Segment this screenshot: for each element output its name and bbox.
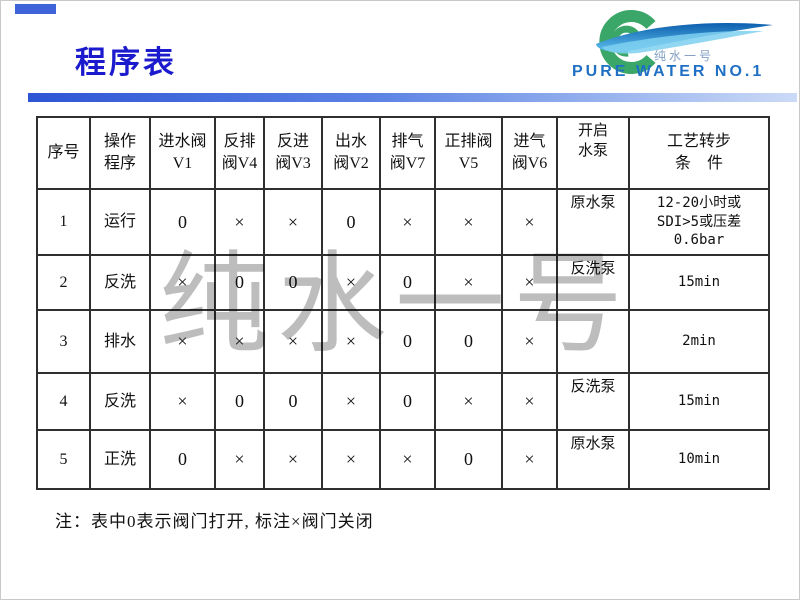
valve-state-cell: × — [321, 429, 381, 490]
header-cell: 开启 水泵 — [556, 116, 630, 190]
valve-state-cell: × — [149, 309, 216, 374]
valve-state-cell: 0 — [263, 254, 323, 311]
condition-cell: 15min — [628, 372, 770, 431]
valve-state-cell: × — [501, 188, 558, 256]
company-logo: 纯水一号 PURE WATER NO.1 — [566, 6, 796, 88]
valve-state-cell: × — [214, 309, 265, 374]
valve-state-cell: 0 — [379, 254, 436, 311]
valve-state-cell: × — [321, 309, 381, 374]
valve-state-cell: × — [149, 254, 216, 311]
table-cell: 5 — [36, 429, 91, 490]
table-cell: 运行 — [89, 188, 151, 256]
table-cell: 3 — [36, 309, 91, 374]
header-cell: 反排 阀V4 — [214, 116, 265, 190]
logo-graphic — [596, 10, 773, 74]
valve-state-cell: × — [434, 254, 503, 311]
header-cell: 序号 — [36, 116, 91, 190]
table-row: 2 反洗 × 0 0 × 0 × × 反洗泵 15min — [36, 254, 770, 311]
valve-state-cell: 0 — [149, 429, 216, 490]
pump-cell: 原水泵 — [556, 188, 630, 256]
pump-cell: 反洗泵 — [556, 254, 630, 311]
program-table: 序号 操作 程序 进水阀 V1 反排 阀V4 反进 阀V3 出水 阀V2 排气 阀V7 正排阀… — [36, 116, 770, 490]
valve-state-cell: × — [214, 188, 265, 256]
valve-state-cell: 0 — [321, 188, 381, 256]
condition-cell: 2min — [628, 309, 770, 374]
pump-cell: 原水泵 — [556, 429, 630, 490]
valve-state-cell: 0 — [379, 372, 436, 431]
condition-cell: 12-20小时或 SDI>5或压差 0.6bar — [628, 188, 770, 256]
valve-state-cell: × — [149, 372, 216, 431]
table-row: 1 运行 0 × × 0 × × × 原水泵 12-20小时或 SDI>5或压差 0.6bar — [36, 188, 770, 256]
valve-state-cell: × — [501, 254, 558, 311]
table-cell: 反洗 — [89, 254, 151, 311]
logo-brand-cn: 纯水一号 — [654, 49, 715, 63]
pump-cell: 反洗泵 — [556, 372, 630, 431]
title-underline-bar — [28, 93, 797, 102]
valve-state-cell: 0 — [434, 309, 503, 374]
table-row: 5 正洗 0 × × × × 0 × 原水泵 10min — [36, 429, 770, 490]
condition-cell: 15min — [628, 254, 770, 311]
valve-state-cell: × — [379, 429, 436, 490]
pump-cell — [556, 309, 630, 374]
valve-state-cell: 0 — [434, 429, 503, 490]
valve-state-cell: × — [321, 372, 381, 431]
page-title: 程序表 — [75, 45, 177, 80]
header-cell: 排气 阀V7 — [379, 116, 436, 190]
table-cell: 正洗 — [89, 429, 151, 490]
table-cell: 反洗 — [89, 372, 151, 431]
header-cell: 进水阀 V1 — [149, 116, 216, 190]
header-cell: 反进 阀V3 — [263, 116, 323, 190]
valve-state-cell: × — [263, 188, 323, 256]
table-cell: 4 — [36, 372, 91, 431]
header-cell: 工艺转步 条 件 — [628, 116, 770, 190]
footnote: 注：表中0表示阀门打开, 标注×阀门关闭 — [55, 512, 374, 531]
header-cell: 正排阀 V5 — [434, 116, 503, 190]
table-row: 3 排水 × × × × 0 0 × 2min — [36, 309, 770, 374]
table-cell: 排水 — [89, 309, 151, 374]
condition-cell: 10min — [628, 429, 770, 490]
header-cell: 进气 阀V6 — [501, 116, 558, 190]
valve-state-cell: × — [501, 372, 558, 431]
valve-state-cell: 0 — [214, 372, 265, 431]
table-row: 4 反洗 × 0 0 × 0 × × 反洗泵 15min — [36, 372, 770, 431]
valve-state-cell: × — [379, 188, 436, 256]
header-cell: 操作 程序 — [89, 116, 151, 190]
valve-state-cell: 0 — [149, 188, 216, 256]
valve-state-cell: 0 — [214, 254, 265, 311]
valve-state-cell: 0 — [379, 309, 436, 374]
header-cell: 出水 阀V2 — [321, 116, 381, 190]
table-cell: 1 — [36, 188, 91, 256]
top-left-accent-bar — [15, 4, 56, 14]
logo-wave-icon — [596, 23, 773, 54]
table-cell: 2 — [36, 254, 91, 311]
valve-state-cell: × — [263, 309, 323, 374]
valve-state-cell: × — [501, 309, 558, 374]
valve-state-cell: × — [321, 254, 381, 311]
valve-state-cell: × — [214, 429, 265, 490]
valve-state-cell: × — [434, 372, 503, 431]
valve-state-cell: 0 — [263, 372, 323, 431]
table-header-row: 序号 操作 程序 进水阀 V1 反排 阀V4 反进 阀V3 出水 阀V2 排气 阀V7 正排阀… — [36, 116, 770, 190]
valve-state-cell: × — [501, 429, 558, 490]
valve-state-cell: × — [263, 429, 323, 490]
logo-brand-en: PURE WATER NO.1 — [572, 63, 765, 80]
valve-state-cell: × — [434, 188, 503, 256]
